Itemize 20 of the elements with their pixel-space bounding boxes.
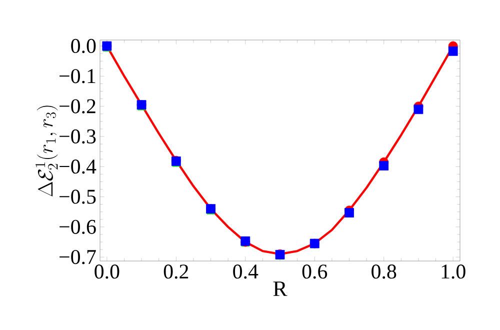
y-tick-label: −0.5 <box>60 190 96 204</box>
y-tick-label: −0.6 <box>60 220 96 234</box>
y-tick-label: −0.3 <box>60 129 96 144</box>
x-tick-label: 0.0 <box>94 264 120 279</box>
x-tick-label: 0.4 <box>233 264 258 279</box>
y-tick-label: −0.4 <box>60 160 96 174</box>
point <box>379 161 389 170</box>
x-tick-label: 0.6 <box>302 264 328 279</box>
point <box>448 46 458 56</box>
x-tick-label: 0.8 <box>372 264 396 279</box>
y-axis-title: $\Delta\mathcal{E}_{2}^{1}(r_{1},r_{3})$ <box>36 106 58 196</box>
x-tick-label: 0.2 <box>164 264 188 279</box>
y-tick-label: −0.2 <box>60 99 96 114</box>
x-tick-label: 1.0 <box>442 264 466 279</box>
point <box>344 208 354 218</box>
x-axis-title: R <box>273 282 288 296</box>
y-tick-label: −0.1 <box>60 69 96 84</box>
y-tick-label: 0.0 <box>71 38 96 54</box>
point <box>414 104 424 114</box>
y-tick-label: −0.7 <box>60 250 96 264</box>
